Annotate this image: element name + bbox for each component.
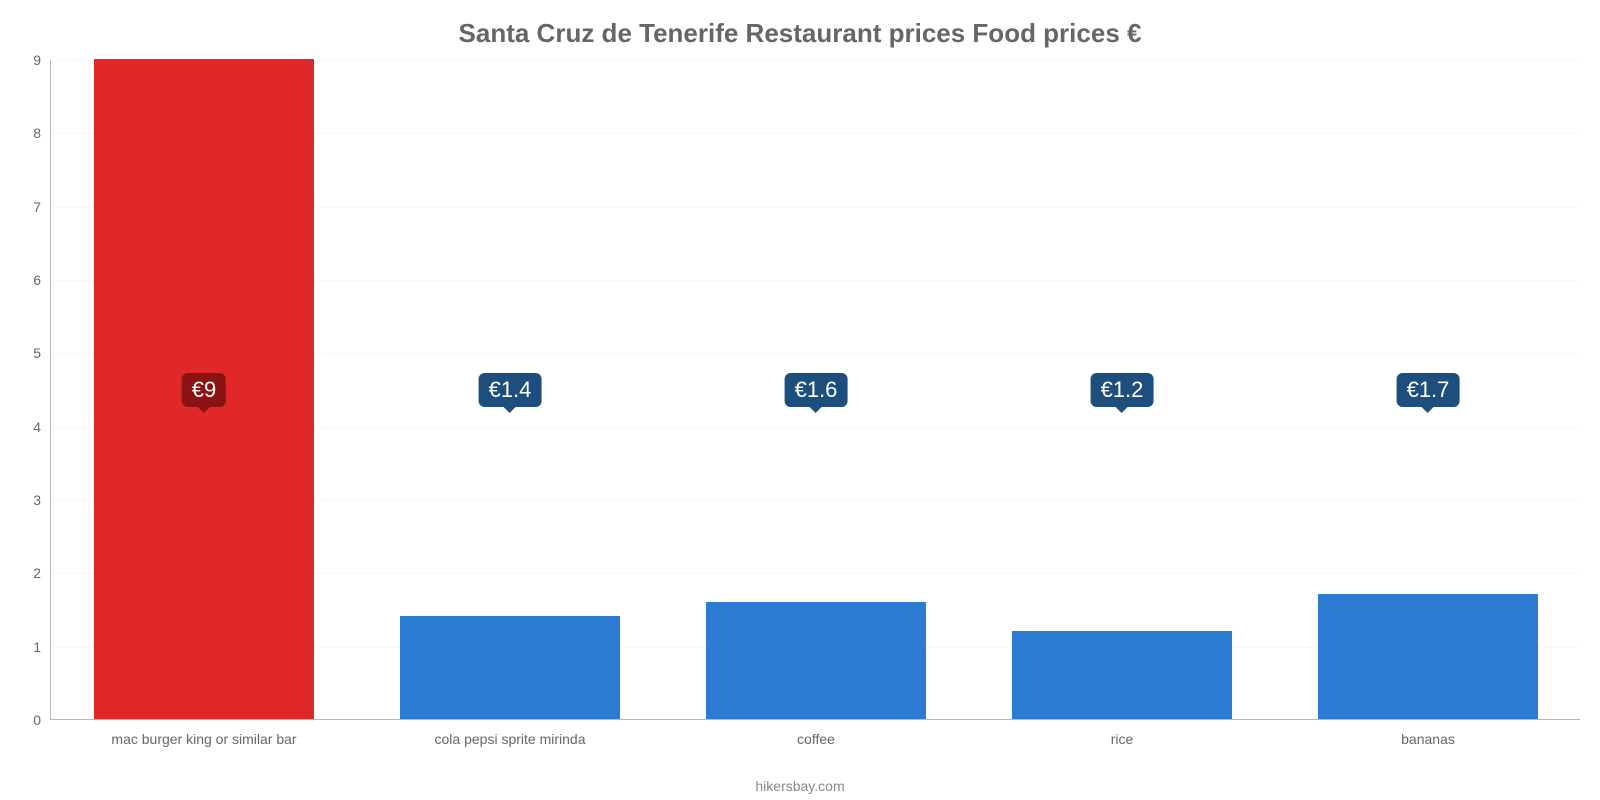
x-tick-label: coffee <box>797 731 835 747</box>
y-tick-label: 8 <box>33 125 41 141</box>
bar <box>706 602 926 719</box>
y-tick-label: 2 <box>33 565 41 581</box>
value-badge: €9 <box>182 373 226 407</box>
value-badge-tip <box>810 407 822 413</box>
plot-area: 0123456789€9mac burger king or similar b… <box>50 60 1580 720</box>
chart-title: Santa Cruz de Tenerife Restaurant prices… <box>0 18 1600 49</box>
bar-fill <box>1318 594 1538 719</box>
x-tick-label: rice <box>1111 731 1134 747</box>
x-tick-label: cola pepsi sprite mirinda <box>435 731 586 747</box>
chart-credit: hikersbay.com <box>0 778 1600 794</box>
value-badge-tip <box>1422 407 1434 413</box>
y-tick-label: 3 <box>33 492 41 508</box>
value-badge: €1.2 <box>1091 373 1154 407</box>
y-tick-label: 4 <box>33 419 41 435</box>
value-badge-tip <box>198 407 210 413</box>
value-badge-tip <box>504 407 516 413</box>
y-tick-label: 0 <box>33 712 41 728</box>
bar <box>400 616 620 719</box>
y-tick-label: 6 <box>33 272 41 288</box>
value-badge-tip <box>1116 407 1128 413</box>
y-tick-label: 7 <box>33 199 41 215</box>
bar <box>1318 594 1538 719</box>
bar-fill <box>1012 631 1232 719</box>
y-tick-label: 5 <box>33 345 41 361</box>
x-tick-label: bananas <box>1401 731 1455 747</box>
bar-fill <box>400 616 620 719</box>
price-bar-chart: Santa Cruz de Tenerife Restaurant prices… <box>0 0 1600 800</box>
value-badge: €1.6 <box>785 373 848 407</box>
bar <box>1012 631 1232 719</box>
y-tick-label: 9 <box>33 52 41 68</box>
value-badge: €1.4 <box>479 373 542 407</box>
value-badge: €1.7 <box>1397 373 1460 407</box>
bar-fill <box>706 602 926 719</box>
x-tick-label: mac burger king or similar bar <box>111 731 296 747</box>
y-tick-label: 1 <box>33 639 41 655</box>
